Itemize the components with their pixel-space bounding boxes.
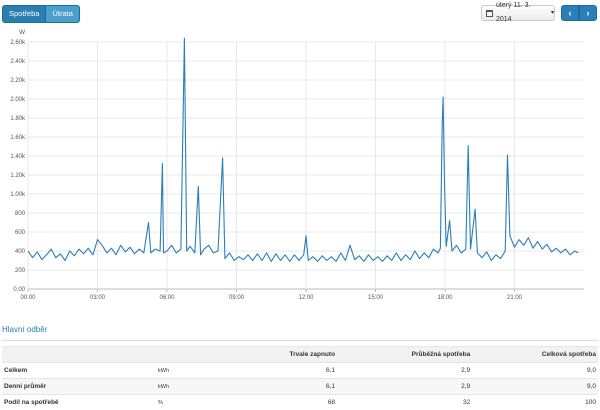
summary-table: Trvale zapnuto Průběžná spotřeba Celková…	[2, 346, 598, 410]
y-axis-label: W	[19, 29, 26, 36]
y-tick-label: 2.60k	[10, 40, 26, 46]
date-label: úterý 11. 3. 2014	[496, 2, 531, 23]
y-tick-label: 1.40k	[10, 154, 26, 160]
calendar-icon	[486, 9, 493, 17]
row-label: Denní průměr	[2, 378, 156, 395]
row-label: Podíl na spotřebě	[2, 394, 156, 410]
header-running: Průběžná spotřeba	[337, 346, 473, 363]
x-tick-label: 12:00	[298, 295, 314, 301]
x-tick-label: 03:00	[90, 295, 106, 301]
section-divider	[2, 340, 598, 341]
chevron-right-icon: ›	[586, 8, 590, 18]
power-chart: W 0.00 200 400 600 800 1.00k 1.20k 1.40k 1.60k 1.8…	[10, 29, 584, 301]
cell-value: 2,9	[337, 378, 473, 395]
view-toggle: Spotřeba Útrata	[2, 5, 80, 23]
caret-down-icon: ▾	[550, 10, 554, 16]
x-tick-label: 09:00	[229, 295, 245, 301]
cell-value: 9,0	[472, 378, 598, 395]
cell-value: 2,9	[337, 362, 473, 379]
cell-value: 9,0	[472, 362, 598, 379]
cell-value: 6,1	[230, 362, 338, 379]
section-title: Hlavní odběr	[2, 325, 48, 334]
y-tick-label: 600	[15, 230, 26, 236]
table-row: Celkem kWh 6,1 2,9 9,0	[2, 362, 598, 379]
cell-value: 32	[337, 394, 473, 410]
header-empty	[2, 346, 156, 363]
x-tick-label: 06:00	[159, 295, 175, 301]
row-label: Celkem	[2, 362, 156, 379]
y-tick-label: 1.20k	[10, 173, 26, 179]
row-unit: kWh	[156, 378, 230, 395]
header-total: Celková spotřeba	[472, 346, 598, 363]
y-tick-label: 0.00	[13, 287, 25, 293]
y-tick-label: 200	[15, 268, 26, 274]
series-line	[27, 37, 579, 262]
table-header-row: Trvale zapnuto Průběžná spotřeba Celková…	[2, 346, 598, 363]
cell-value: 68	[230, 394, 338, 410]
tab-cost[interactable]: Útrata	[46, 5, 80, 23]
previous-day-button[interactable]: ‹	[561, 5, 579, 21]
date-picker-button[interactable]: úterý 11. 3. 2014 ▾	[481, 2, 555, 23]
row-unit: kWh	[156, 362, 230, 379]
x-tick-label: 00:00	[20, 295, 36, 301]
tab-consumption[interactable]: Spotřeba	[2, 5, 47, 23]
y-tick-label: 2.00k	[10, 97, 26, 103]
y-tick-label: 2.20k	[10, 78, 26, 84]
next-day-button[interactable]: ›	[579, 5, 597, 21]
y-tick-label: 1.80k	[10, 116, 26, 122]
y-tick-label: 400	[15, 249, 26, 255]
y-tick-label: 800	[15, 211, 26, 217]
y-tick-label: 2.40k	[10, 59, 26, 65]
table-row: Denní průměr kWh 6,1 2,9 9,0	[2, 378, 598, 395]
header-empty	[156, 346, 230, 363]
y-tick-label: 1.00k	[10, 192, 26, 198]
cell-value: 100	[472, 394, 598, 410]
x-tick-label: 18:00	[437, 295, 453, 301]
header-always-on: Trvale zapnuto	[230, 346, 338, 363]
table-row: Podíl na spotřebě % 68 32 100	[2, 394, 598, 410]
cell-value: 6,1	[230, 378, 338, 395]
row-unit: %	[156, 394, 230, 410]
y-tick-label: 1.60k	[10, 135, 26, 141]
x-tick-label: 15:00	[368, 295, 384, 301]
x-tick-label: 21:00	[507, 295, 523, 301]
chevron-left-icon: ‹	[568, 8, 572, 18]
